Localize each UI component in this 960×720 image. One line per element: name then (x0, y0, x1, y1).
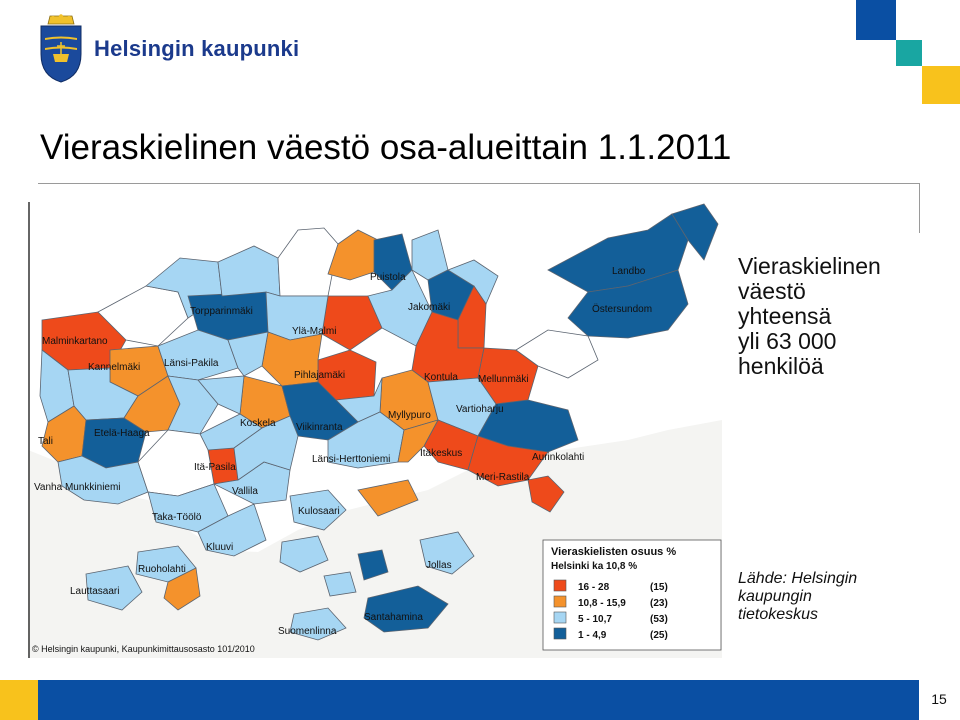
district-east-white-1 (515, 329, 599, 379)
district-mid-orange-1 (261, 331, 323, 387)
label-taka-toolo: Taka-Töölö (152, 512, 202, 523)
label-kontula: Kontula (424, 372, 458, 383)
callout-line-4: yli 63 000 (738, 328, 837, 354)
district-map: Puistola Landbo Torpparinmäki Jakomäki Ö… (28, 200, 722, 658)
legend-range-1: 16 - 28 (578, 582, 610, 593)
label-vallila: Vallila (232, 486, 258, 497)
district-lauttasaari (85, 565, 143, 611)
callout-line-5: henkilöä (738, 353, 824, 379)
district-suomenlinna (289, 607, 347, 641)
label-malminkartano: Malminkartano (42, 336, 108, 347)
label-kannelmaki: Kannelmäki (88, 362, 140, 373)
district-ostersundom (567, 269, 689, 339)
label-lansi-pakila: Länsi-Pakila (164, 358, 219, 369)
label-lauttasaari: Lauttasaari (70, 586, 119, 597)
legend-subtitle: Helsinki ka 10,8 % (551, 561, 637, 572)
helsinki-coat-of-arms-icon (40, 14, 82, 83)
callout-line-1: Vieraskielinen (738, 253, 881, 279)
decor-square-teal (896, 40, 922, 66)
district-north-light-3 (447, 259, 499, 305)
label-puistola: Puistola (370, 272, 406, 283)
legend-swatch-4 (553, 627, 567, 640)
district-east-orange-island (527, 475, 565, 513)
legend-range-2: 10,8 - 15,9 (578, 598, 626, 609)
label-viikinranta: Viikinranta (296, 422, 343, 433)
district-viikinranta (281, 381, 359, 441)
label-etela-haaga: Etelä-Haaga (94, 428, 150, 439)
title-divider (38, 183, 920, 184)
callout-line-3: yhteensä (738, 303, 832, 329)
label-santahamina: Santahamina (364, 612, 423, 623)
legend-count-4: (25) (650, 630, 668, 641)
label-itakeskus: Itäkeskus (420, 448, 462, 459)
page-number-box: 15 (918, 680, 960, 720)
label-suomenlinna: Suomenlinna (278, 626, 337, 637)
callout-line-2: väestö (738, 278, 806, 304)
label-pihlajamaki: Pihlajamäki (294, 370, 345, 381)
label-aurinkolahti: Aurinkolahti (532, 452, 584, 463)
slide-title: Vieraskielinen väestö osa-alueittain 1.1… (40, 128, 732, 167)
district-mid-orange-3 (397, 419, 439, 463)
label-yla-malmi: Ylä-Malmi (292, 326, 336, 337)
label-jakomaki: Jakomäki (408, 302, 450, 313)
district-south-orange-1 (357, 479, 419, 517)
label-tali: Tali (38, 436, 53, 447)
district-island-dark-1 (357, 549, 389, 581)
map-credit: © Helsingin kaupunki, Kaupunkimittausosa… (32, 644, 255, 654)
district-orange-ruoholahti (163, 567, 201, 611)
source-note: Lähde: Helsingin kaupungin tietokeskus (738, 570, 948, 624)
legend-swatch-2 (553, 595, 567, 608)
legend-count-3: (53) (650, 614, 668, 625)
district-island-light-1 (279, 535, 329, 573)
source-line-2: kaupungin (738, 588, 812, 605)
label-myllypuro: Myllypuro (388, 410, 431, 421)
label-mellunmaki: Mellunmäki (478, 374, 529, 385)
label-landbo: Landbo (612, 266, 646, 277)
label-jollas: Jollas (426, 560, 452, 571)
source-line-1: Lähde: Helsingin (738, 570, 858, 587)
district-jollas (419, 531, 475, 575)
legend-title: Vieraskielisten osuus % (551, 546, 676, 558)
footer-accent (0, 680, 38, 720)
district-santahamina (363, 585, 449, 633)
label-vartioharju: Vartioharju (456, 404, 504, 415)
label-kluuvi: Kluuvi (206, 542, 233, 553)
legend-count-2: (23) (650, 598, 668, 609)
legend-count-1: (15) (650, 582, 668, 593)
label-lansi-herttoniemi: Länsi-Herttoniemi (312, 454, 390, 465)
label-ostersundom: Östersundom (592, 303, 652, 315)
label-ita-pasila: Itä-Pasila (194, 462, 236, 473)
district-mid-light-6 (233, 415, 299, 481)
district-kluuvi (197, 503, 267, 557)
map-legend: Vieraskielisten osuus % Helsinki ka 10,8… (542, 539, 722, 651)
legend-swatch-3 (553, 611, 567, 624)
page-number: 15 (931, 691, 947, 707)
label-meri-rastila: Meri-Rastila (476, 472, 530, 483)
decor-square-yellow (922, 66, 960, 104)
label-vanha-munkkiniemi: Vanha Munkkiniemi (34, 482, 121, 493)
legend-range-4: 1 - 4,9 (578, 630, 607, 641)
legend-range-3: 5 - 10,7 (578, 614, 612, 625)
brand-name: Helsingin kaupunki (94, 36, 300, 61)
district-far-north-east (671, 203, 719, 261)
label-ruoholahti: Ruoholahti (138, 564, 186, 575)
district-island-light-2 (323, 571, 357, 597)
footer-bar (0, 680, 960, 720)
title-divider-right (919, 183, 920, 233)
legend-swatch-1 (553, 579, 567, 592)
district-meri-rastila (467, 435, 549, 487)
population-callout: Vieraskielinen väestö yhteensä yli 63 00… (738, 254, 948, 379)
decor-square-blue (856, 0, 896, 40)
label-kulosaari: Kulosaari (298, 506, 340, 517)
district-mid-light-1 (227, 331, 269, 377)
source-line-3: tietokeskus (738, 606, 819, 623)
district-kulosaari (289, 489, 347, 531)
label-torpparinmaki: Torpparinmäki (190, 306, 253, 317)
label-koskela: Koskela (240, 418, 276, 429)
